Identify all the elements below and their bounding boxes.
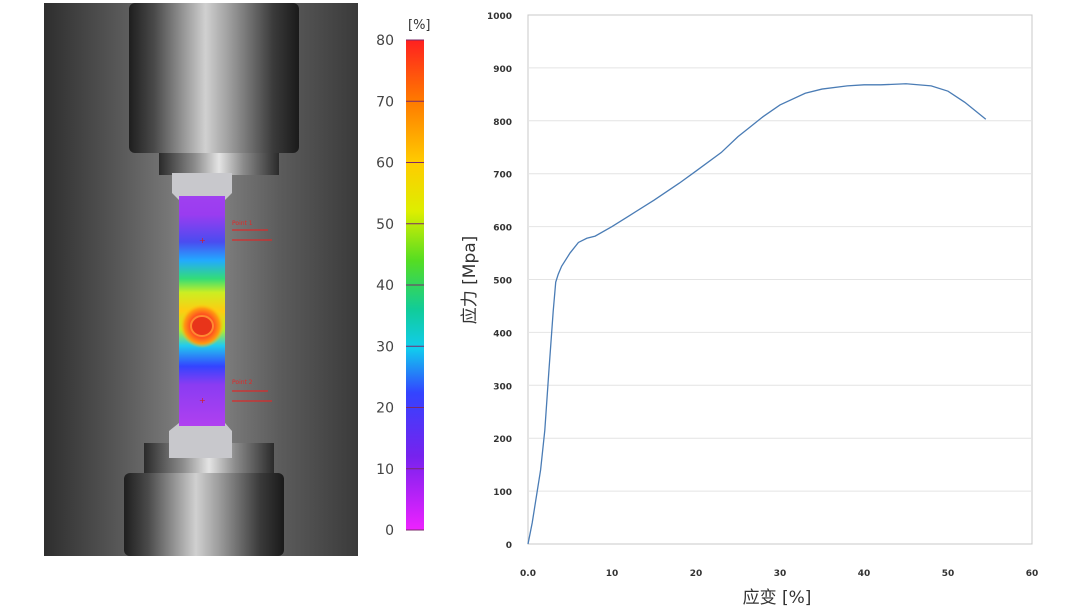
point1-marker: + <box>199 236 206 245</box>
colorbar-tick-label: 50 <box>376 217 394 233</box>
y-axis-label: 应力 [Mpa] <box>460 236 480 325</box>
specimen-strain-photo: + + Point 1 Point 2 <box>44 3 358 556</box>
y-tick-label: 600 <box>493 224 512 234</box>
colorbar-tick-label: 60 <box>376 156 394 172</box>
colorbar-tick-label: 80 <box>376 33 394 49</box>
y-tick-label: 400 <box>493 329 512 339</box>
y-axis-ticks: 0 100 200 300 400 500 600 700 800 900 1000 <box>487 12 512 551</box>
x-tick-label: 60 <box>1026 569 1039 579</box>
x-axis-label: 应变 [%] <box>743 588 812 608</box>
colorbar-tick-label: 10 <box>376 462 394 478</box>
specimen-top-end <box>172 173 232 200</box>
colorbar-tick-label: 0 <box>385 523 394 539</box>
colorbar-tick-label: 40 <box>376 278 394 294</box>
point1-value-line <box>232 239 272 241</box>
y-tick-label: 900 <box>493 65 512 75</box>
y-tick-label: 0 <box>506 541 512 551</box>
stress-strain-chart: 0 100 200 300 400 500 600 700 800 900 1000 0.0 10 20… <box>460 12 1038 608</box>
point2-marker: + <box>199 396 206 405</box>
x-tick-label: 0.0 <box>520 569 536 579</box>
colorbar-unit: [%] <box>408 18 431 33</box>
colorbar-tick-label: 70 <box>376 94 394 110</box>
x-axis-ticks: 0.0 10 20 30 40 50 60 <box>520 569 1038 579</box>
x-tick-label: 50 <box>942 569 955 579</box>
upper-clamp <box>159 153 279 175</box>
y-tick-label: 200 <box>493 435 512 445</box>
y-tick-label: 500 <box>493 277 512 287</box>
y-tick-label: 800 <box>493 118 512 128</box>
colorbar-ticks: 80 70 60 50 40 30 20 10 0 <box>376 33 424 539</box>
upper-grip <box>129 3 299 153</box>
y-tick-label: 100 <box>493 488 512 498</box>
stress-strain-curve <box>527 83 987 545</box>
x-tick-label: 10 <box>606 569 619 579</box>
strain-colorbar: [%] 80 70 60 50 40 30 20 10 0 <box>376 18 431 539</box>
y-tick-label: 700 <box>493 171 512 181</box>
x-tick-label: 40 <box>858 569 871 579</box>
point2-value-line <box>232 400 272 402</box>
x-tick-label: 30 <box>774 569 787 579</box>
specimen-bottom-end <box>169 423 232 458</box>
colorbar-tick-label: 30 <box>376 339 394 355</box>
colorbar-tick-label: 20 <box>376 401 394 417</box>
y-tick-label: 300 <box>493 382 512 392</box>
x-tick-label: 20 <box>690 569 703 579</box>
y-tick-label: 1000 <box>487 12 512 22</box>
point2-label: Point 2 <box>232 379 253 386</box>
strain-peak <box>190 315 214 337</box>
point1-label: Point 1 <box>232 220 253 227</box>
point1-value-line <box>232 229 268 231</box>
point2-value-line <box>232 390 268 392</box>
lower-grip <box>124 473 284 556</box>
